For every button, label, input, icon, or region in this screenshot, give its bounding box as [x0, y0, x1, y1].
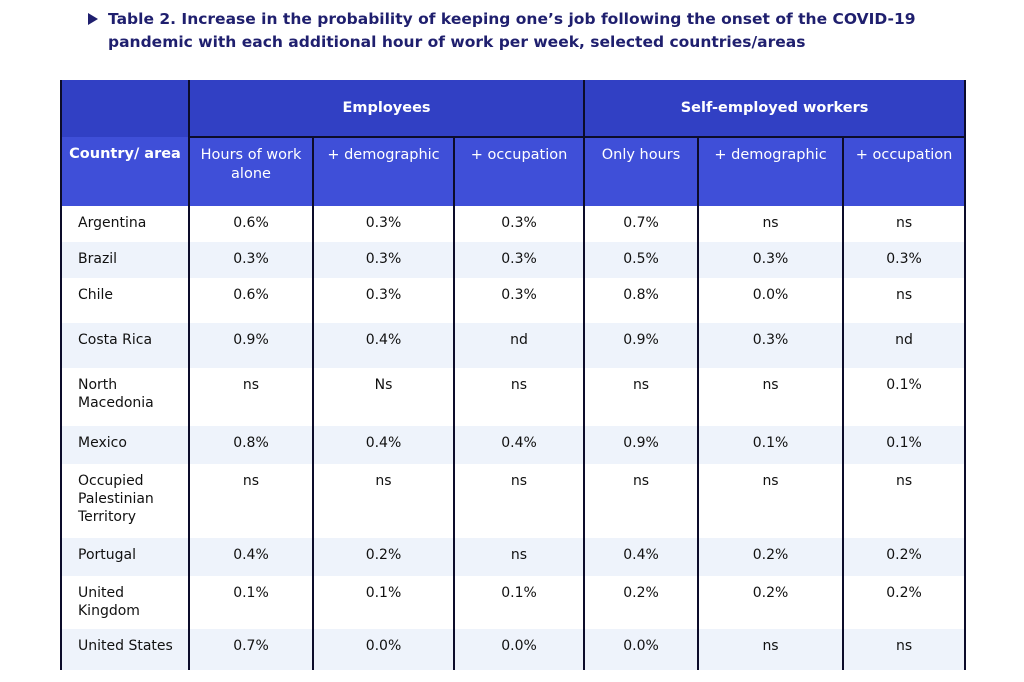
results-table: Employees Self-employed workers Country/…	[60, 80, 967, 670]
value-cell: 0.3%	[313, 278, 455, 323]
table-caption: Table 2. Increase in the probability of …	[88, 8, 968, 54]
value-cell: 0.3%	[698, 323, 845, 368]
value-cell: 0.3%	[454, 242, 586, 278]
value-cell: 0.4%	[189, 538, 314, 576]
value-cell: 0.7%	[584, 206, 700, 242]
value-cell: 0.3%	[313, 206, 455, 242]
value-cell: 0.4%	[584, 538, 700, 576]
table-body: Argentina 0.6% 0.3% 0.3% 0.7% ns ns Brazil 0.3% 0…	[60, 206, 967, 670]
value-cell: 0.0%	[313, 629, 455, 670]
value-cell: 0.1%	[454, 576, 586, 629]
value-cell: 0.8%	[189, 426, 314, 464]
column-header-self-demographic: + demographic	[698, 137, 845, 206]
value-cell: ns	[189, 464, 314, 538]
value-cell: ns	[454, 538, 586, 576]
value-cell: ns	[189, 368, 314, 426]
value-cell: 0.2%	[584, 576, 700, 629]
value-cell: 0.3%	[843, 242, 967, 278]
value-cell: 0.3%	[698, 242, 845, 278]
country-cell: United Kingdom	[60, 576, 190, 629]
value-cell: 0.7%	[189, 629, 314, 670]
caption-arrow-icon	[88, 13, 98, 25]
group-header-blank	[60, 80, 190, 137]
value-cell: 0.5%	[584, 242, 700, 278]
country-cell: North Macedonia	[60, 368, 190, 426]
column-header-row: Country/ area Hours of work alone + demo…	[60, 137, 967, 206]
value-cell: 0.1%	[843, 426, 967, 464]
column-header-emp-demographic: + demographic	[313, 137, 455, 206]
value-cell: ns	[843, 629, 967, 670]
value-cell: 0.2%	[313, 538, 455, 576]
value-cell: 0.9%	[584, 323, 700, 368]
table-row: Portugal 0.4% 0.2% ns 0.4% 0.2% 0.2%	[60, 538, 967, 576]
value-cell: 0.1%	[698, 426, 845, 464]
value-cell: 0.3%	[313, 242, 455, 278]
country-cell: United States	[60, 629, 190, 670]
value-cell: 0.2%	[843, 576, 967, 629]
value-cell: ns	[454, 368, 586, 426]
value-cell: 0.4%	[313, 426, 455, 464]
value-cell: 0.2%	[698, 576, 845, 629]
value-cell: 0.3%	[189, 242, 314, 278]
column-header-emp-occupation: + occupation	[454, 137, 586, 206]
value-cell: 0.3%	[454, 278, 586, 323]
value-cell: 0.3%	[454, 206, 586, 242]
group-header-employees: Employees	[189, 80, 586, 138]
value-cell: nd	[454, 323, 586, 368]
table-row: Chile 0.6% 0.3% 0.3% 0.8% 0.0% ns	[60, 278, 967, 323]
value-cell: 0.9%	[189, 323, 314, 368]
country-cell: Brazil	[60, 242, 190, 278]
country-cell: Chile	[60, 278, 190, 323]
value-cell: ns	[698, 368, 845, 426]
column-header-only-hours: Only hours	[584, 137, 700, 206]
value-cell: ns	[698, 629, 845, 670]
table-row: Brazil 0.3% 0.3% 0.3% 0.5% 0.3% 0.3%	[60, 242, 967, 278]
value-cell: 0.1%	[313, 576, 455, 629]
value-cell: ns	[843, 464, 967, 538]
country-cell: Portugal	[60, 538, 190, 576]
value-cell: ns	[584, 464, 700, 538]
value-cell: 0.0%	[698, 278, 845, 323]
value-cell: 0.0%	[584, 629, 700, 670]
country-cell: Occupied Palestinian Territory	[60, 464, 190, 538]
value-cell: 0.8%	[584, 278, 700, 323]
value-cell: ns	[698, 464, 845, 538]
value-cell: ns	[454, 464, 586, 538]
value-cell: ns	[698, 206, 845, 242]
caption-line-1: Table 2. Increase in the probability of …	[108, 10, 916, 28]
country-cell: Costa Rica	[60, 323, 190, 368]
column-header-hours-alone: Hours of work alone	[189, 137, 314, 206]
table-row: Mexico 0.8% 0.4% 0.4% 0.9% 0.1% 0.1%	[60, 426, 967, 464]
group-header-self-employed: Self-employed workers	[584, 80, 967, 138]
value-cell: nd	[843, 323, 967, 368]
country-cell: Argentina	[60, 206, 190, 242]
table-row: United States 0.7% 0.0% 0.0% 0.0% ns ns	[60, 629, 967, 670]
value-cell: 0.6%	[189, 278, 314, 323]
value-cell: 0.9%	[584, 426, 700, 464]
value-cell: 0.2%	[843, 538, 967, 576]
table-row: Argentina 0.6% 0.3% 0.3% 0.7% ns ns	[60, 206, 967, 242]
value-cell: 0.1%	[843, 368, 967, 426]
caption-line-2: pandemic with each additional hour of wo…	[108, 33, 806, 51]
value-cell: 0.4%	[454, 426, 586, 464]
column-header-self-occupation: + occupation	[843, 137, 967, 206]
value-cell: Ns	[313, 368, 455, 426]
table-row: North Macedonia ns Ns ns ns ns 0.1%	[60, 368, 967, 426]
country-cell: Mexico	[60, 426, 190, 464]
value-cell: ns	[843, 278, 967, 323]
value-cell: 0.4%	[313, 323, 455, 368]
value-cell: 0.1%	[189, 576, 314, 629]
value-cell: 0.0%	[454, 629, 586, 670]
value-cell: ns	[313, 464, 455, 538]
group-header-row: Employees Self-employed workers	[60, 80, 967, 138]
value-cell: ns	[843, 206, 967, 242]
table-row: Costa Rica 0.9% 0.4% nd 0.9% 0.3% nd	[60, 323, 967, 368]
table-row: United Kingdom 0.1% 0.1% 0.1% 0.2% 0.2% 0.2%	[60, 576, 967, 629]
value-cell: 0.6%	[189, 206, 314, 242]
value-cell: 0.2%	[698, 538, 845, 576]
column-header-country: Country/ area	[60, 137, 190, 206]
table-row: Occupied Palestinian Territory ns ns ns ns ns…	[60, 464, 967, 538]
value-cell: ns	[584, 368, 700, 426]
